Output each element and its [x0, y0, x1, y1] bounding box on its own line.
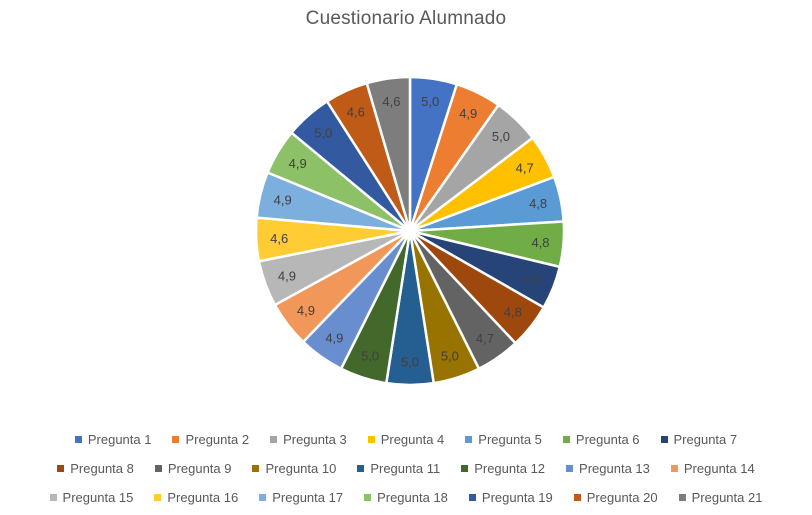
pie-value-label-pregunta-1: 5,0 [421, 94, 439, 109]
legend-marker-icon [154, 465, 162, 472]
legend-item-pregunta-5: Pregunta 5 [465, 432, 542, 447]
legend-label: Pregunta 9 [167, 461, 232, 476]
legend-marker-icon [468, 494, 476, 501]
legend-marker-icon [670, 465, 678, 472]
legend-marker-icon [660, 436, 668, 443]
legend-item-pregunta-4: Pregunta 4 [367, 432, 445, 447]
legend-label: Pregunta 20 [586, 490, 658, 505]
legend-marker-icon [172, 436, 180, 443]
legend-label: Pregunta 1 [87, 432, 152, 447]
legend-item-pregunta-11: Pregunta 11 [357, 461, 440, 476]
pie-value-label-pregunta-9: 4,7 [476, 331, 494, 346]
legend-marker-icon [57, 465, 65, 472]
legend-item-pregunta-14: Pregunta 14 [670, 461, 755, 476]
pie-value-label-pregunta-17: 4,9 [274, 193, 292, 208]
legend-marker-icon [566, 465, 574, 472]
legend-label: Pregunta 15 [62, 490, 134, 505]
legend-marker-icon [678, 494, 686, 501]
legend-row: Pregunta 15 Pregunta 16 Pregunta 17 Pregunt… [0, 483, 812, 512]
legend-item-pregunta-8: Pregunta 8 [57, 461, 134, 476]
legend-label: Pregunta 14 [683, 461, 755, 476]
pie-value-label-pregunta-13: 4,9 [325, 331, 343, 346]
legend-item-pregunta-16: Pregunta 16 [154, 490, 238, 505]
pie-value-label-pregunta-12: 5,0 [361, 348, 379, 363]
legend-marker-icon [573, 494, 581, 501]
legend-label: Pregunta 10 [265, 461, 337, 476]
legend-label: Pregunta 17 [272, 490, 344, 505]
legend: Pregunta 1 Pregunta 2 Pregunta 3 Pregunta 4… [0, 425, 812, 512]
legend-label: Pregunta 12 [474, 461, 546, 476]
pie-value-label-pregunta-5: 4,8 [529, 196, 547, 211]
legend-marker-icon [270, 436, 278, 443]
pie-value-label-pregunta-11: 5,0 [401, 355, 419, 370]
legend-item-pregunta-7: Pregunta 7 [660, 432, 738, 447]
legend-marker-icon [562, 436, 570, 443]
legend-item-pregunta-3: Pregunta 3 [270, 432, 347, 447]
legend-marker-icon [461, 465, 469, 472]
legend-row: Pregunta 8 Pregunta 9 Pregunta 10 Pregunta … [0, 454, 812, 483]
legend-item-pregunta-2: Pregunta 2 [172, 432, 249, 447]
legend-label: Pregunta 13 [579, 461, 650, 476]
legend-label: Pregunta 11 [370, 461, 441, 476]
legend-item-pregunta-20: Pregunta 20 [573, 490, 658, 505]
legend-marker-icon [364, 494, 372, 501]
legend-item-pregunta-15: Pregunta 15 [49, 490, 134, 505]
legend-marker-icon [259, 494, 267, 501]
pie-slice-pregunta-21 [365, 75, 412, 233]
chart-title: Cuestionario Alumnado [305, 8, 507, 29]
legend-row: Pregunta 1 Pregunta 2 Pregunta 3 Pregunta 4… [0, 425, 812, 454]
legend-item-pregunta-21: Pregunta 21 [678, 490, 763, 505]
legend-item-pregunta-1: Pregunta 1 [74, 432, 152, 447]
legend-marker-icon [357, 465, 365, 472]
legend-label: Pregunta 3 [283, 432, 347, 447]
legend-item-pregunta-17: Pregunta 17 [259, 490, 343, 505]
pie-value-label-pregunta-6: 4,8 [531, 235, 549, 250]
legend-label: Pregunta 18 [377, 490, 448, 505]
legend-label: Pregunta 19 [481, 490, 553, 505]
legend-marker-icon [74, 436, 82, 443]
pie-value-label-pregunta-18: 4,9 [289, 156, 307, 171]
legend-item-pregunta-12: Pregunta 12 [461, 461, 545, 476]
pie-value-label-pregunta-3: 5,0 [492, 129, 510, 144]
legend-label: Pregunta 16 [167, 490, 239, 505]
legend-marker-icon [252, 465, 260, 472]
legend-item-pregunta-13: Pregunta 13 [566, 461, 650, 476]
pie-value-label-pregunta-8: 4,8 [504, 305, 522, 320]
legend-item-pregunta-10: Pregunta 10 [252, 461, 336, 476]
legend-label: Pregunta 4 [380, 432, 445, 447]
legend-item-pregunta-9: Pregunta 9 [154, 461, 232, 476]
legend-item-pregunta-18: Pregunta 18 [364, 490, 448, 505]
legend-item-pregunta-19: Pregunta 19 [468, 490, 553, 505]
legend-label: Pregunta 7 [673, 432, 738, 447]
pie-value-label-pregunta-10: 5,0 [441, 348, 459, 363]
legend-marker-icon [367, 436, 375, 443]
legend-label: Pregunta 21 [691, 490, 763, 505]
legend-marker-icon [465, 436, 473, 443]
pie-value-label-pregunta-2: 4,9 [459, 106, 477, 121]
pie-value-label-pregunta-7: 4,6 [523, 272, 541, 287]
pie-value-label-pregunta-15: 4,9 [278, 268, 296, 283]
legend-label: Pregunta 6 [575, 432, 640, 447]
legend-marker-icon [154, 494, 162, 501]
legend-label: Pregunta 2 [185, 432, 250, 447]
legend-label: Pregunta 5 [478, 432, 542, 447]
legend-marker-icon [49, 494, 57, 501]
pie-value-label-pregunta-19: 5,0 [314, 125, 332, 140]
pie-value-label-pregunta-16: 4,6 [270, 231, 288, 246]
legend-label: Pregunta 8 [70, 461, 134, 476]
pie-value-label-pregunta-4: 4,7 [516, 160, 534, 175]
legend-item-pregunta-6: Pregunta 6 [562, 432, 640, 447]
pie-value-label-pregunta-20: 4,6 [347, 104, 365, 119]
pie-value-label-pregunta-21: 4,6 [382, 94, 400, 109]
pie-value-label-pregunta-14: 4,9 [297, 303, 315, 318]
